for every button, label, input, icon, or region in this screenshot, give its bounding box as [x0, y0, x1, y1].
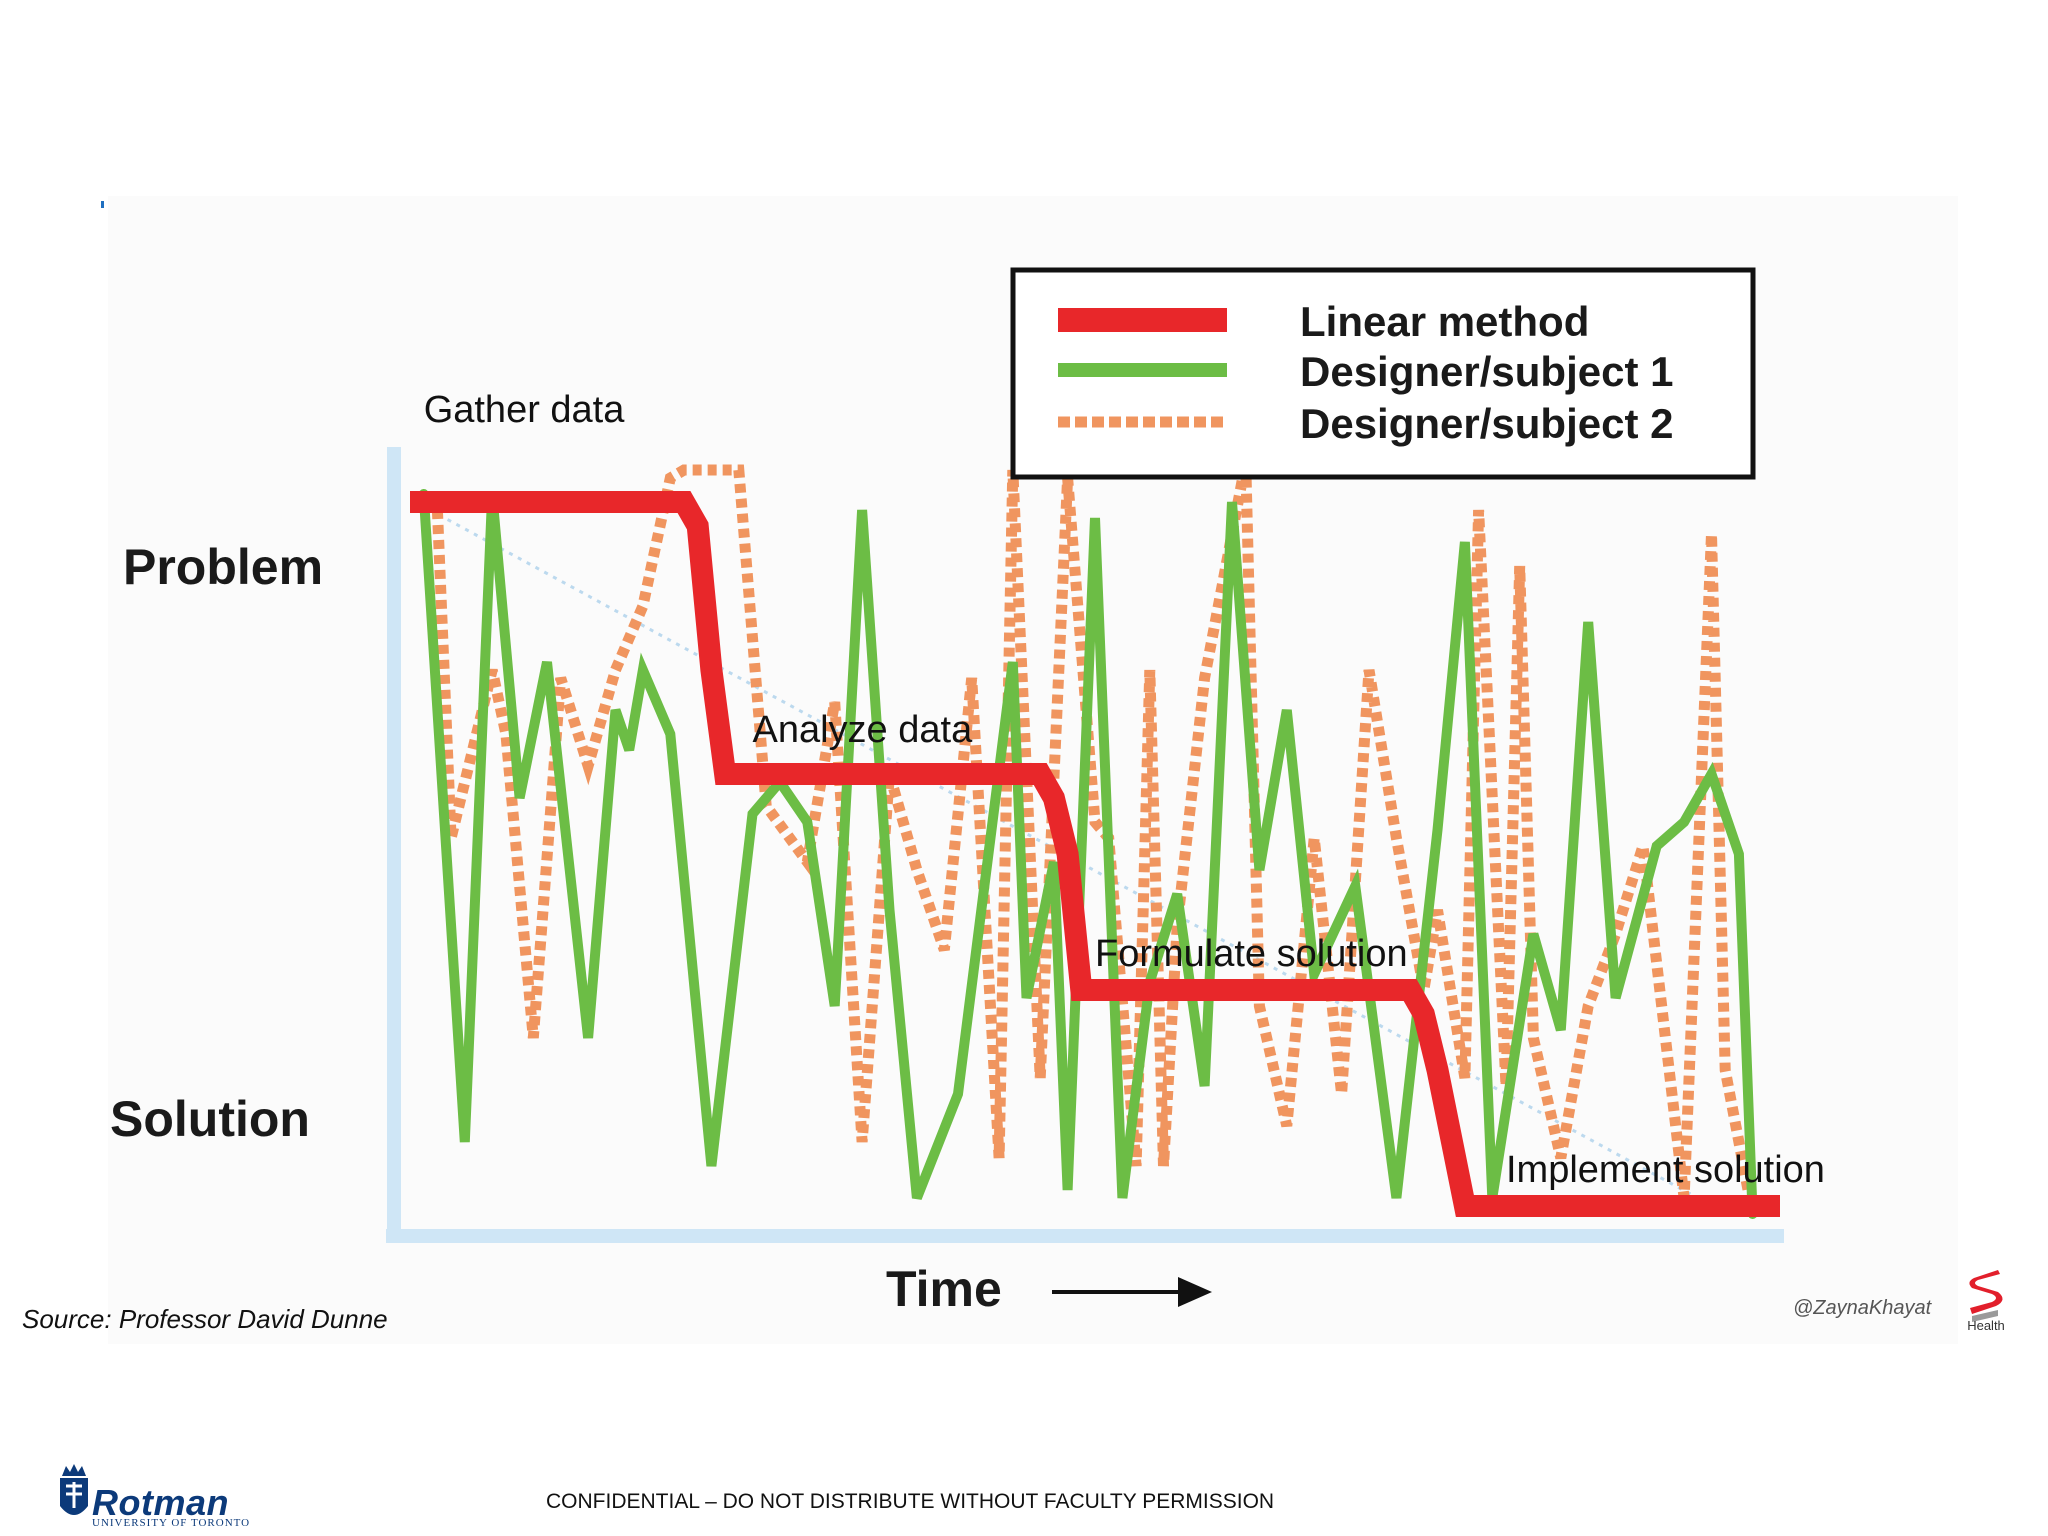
stage-annotation-3: Formulate solution	[1095, 933, 1408, 975]
series-line-1	[410, 491, 1780, 1217]
health-logo-s-grey	[1972, 1310, 1998, 1322]
rotman-crest-crown-icon	[62, 1464, 86, 1476]
legend-label-1: Linear method	[1300, 298, 1589, 345]
series-line-3	[431, 460, 1759, 1216]
legend-label-2: Designer/subject 1	[1300, 348, 1673, 395]
legend-label-3: Designer/subject 2	[1300, 400, 1673, 447]
rotman-wordmark: Rotman	[92, 1482, 229, 1523]
x-axis-label: Time	[886, 1261, 1002, 1317]
series-line-2	[418, 489, 1758, 1219]
y-axis-solution-label: Solution	[110, 1091, 310, 1147]
y-axis-problem-label: Problem	[123, 539, 323, 595]
health-logo	[1969, 1270, 2003, 1322]
slide-mark-left	[101, 201, 104, 208]
stage-annotation-4: Implement solution	[1506, 1149, 1825, 1191]
rotman-crest-detail-icon	[66, 1482, 82, 1508]
health-logo-s-red	[1969, 1270, 2003, 1314]
rotman-subtitle: UNIVERSITY OF TORONTO	[92, 1517, 251, 1529]
author-handle: @ZaynaKhayat	[1793, 1297, 1932, 1319]
confidentiality-footer: CONFIDENTIAL – DO NOT DISTRIBUTE WITHOUT…	[546, 1490, 1275, 1513]
stage-annotation-1: Gather data	[424, 389, 626, 431]
rotman-logo	[60, 1464, 88, 1515]
health-logo-label: Health	[1967, 1318, 2005, 1333]
stage-annotation-2: Analyze data	[753, 709, 974, 751]
source-credit: Source: Professor David Dunne	[22, 1304, 388, 1334]
x-axis-arrow-head	[1178, 1277, 1212, 1307]
